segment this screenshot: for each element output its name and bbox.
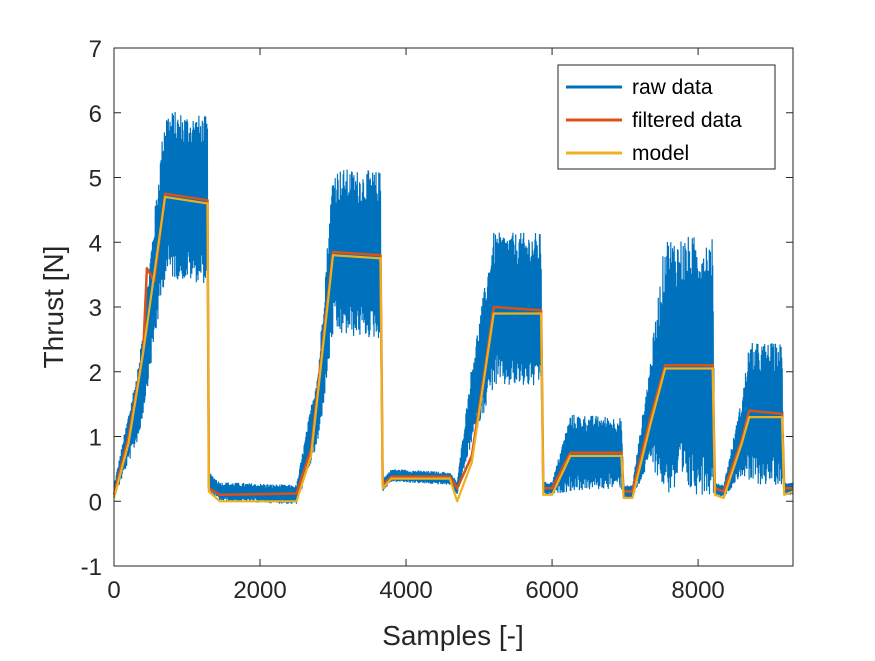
x-tick-label: 6000 [525,577,578,604]
y-tick-label: 3 [89,295,102,322]
model-layer [112,195,794,503]
series-line-raw-data [113,111,794,504]
legend-label-filtered-data: filtered data [632,109,742,132]
legend: raw data filtered data model [557,64,776,170]
y-tick-label: 0 [89,489,102,516]
x-tick-label: 0 [107,577,120,604]
y-axis-ticks: -1 0 1 2 3 4 5 6 7 [81,36,793,581]
raw-data-layer [113,111,794,504]
x-tick-label: 8000 [671,577,724,604]
y-tick-label: -1 [81,554,102,581]
x-tick-label: 2000 [233,577,286,604]
legend-label-model: model [632,142,689,165]
x-tick-label: 4000 [379,577,432,604]
y-tick-label: 7 [89,36,102,63]
y-tick-label: 1 [89,425,102,452]
y-tick-label: 6 [89,101,102,128]
legend-label-raw-data: raw data [632,76,713,99]
x-axis-ticks: 0 2000 4000 6000 8000 [107,48,725,604]
y-tick-label: 5 [89,166,102,193]
x-axis-label: Samples [-] [382,620,524,651]
series-line-model [112,195,794,503]
y-axis-label: Thrust [N] [38,246,69,369]
y-tick-label: 4 [89,230,102,257]
y-tick-label: 2 [89,360,102,387]
